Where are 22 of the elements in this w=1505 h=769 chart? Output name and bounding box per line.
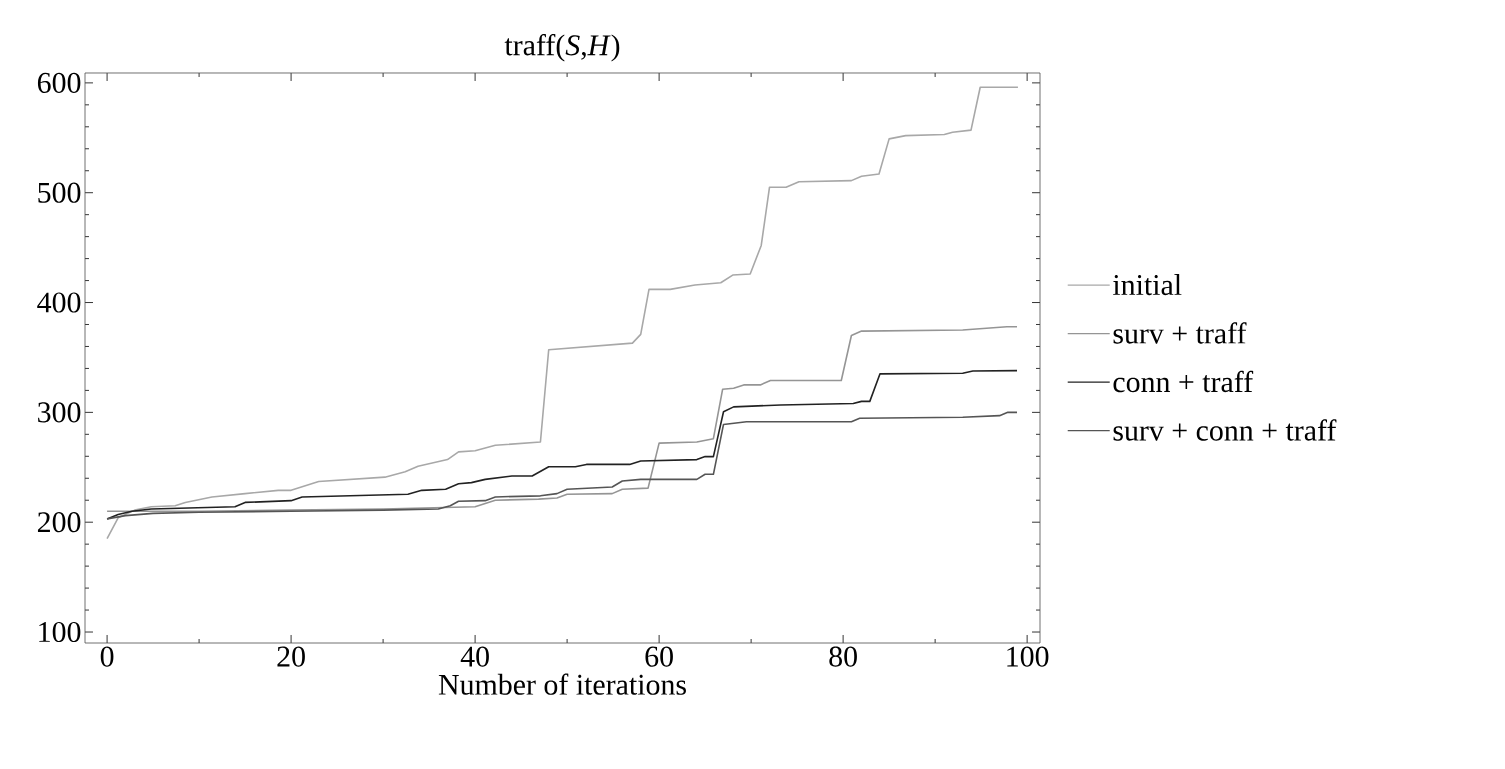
x-tick-label: 0	[100, 646, 114, 667]
line-series	[106, 86, 1019, 540]
x-tick-label: 40	[460, 646, 489, 667]
legend-label: conn + traff	[1113, 370, 1254, 393]
x-axis-title: Number of iterations	[438, 673, 686, 695]
line-series	[106, 325, 1018, 513]
legend-label: initial	[1112, 274, 1182, 296]
x-tick-label: 60	[645, 646, 673, 667]
line-series	[106, 411, 1018, 520]
y-tick-label: 500	[38, 182, 81, 203]
x-tick-label: 80	[829, 646, 857, 667]
line-series	[106, 369, 1018, 520]
y-tick-label: 300	[38, 402, 81, 423]
chart-title: traff(S,H)	[504, 34, 620, 62]
y-tick-label: 400	[37, 292, 81, 313]
y-tick-label: 600	[37, 72, 81, 93]
legend-label: surv + conn + traff	[1113, 419, 1337, 441]
y-tick-label: 200	[37, 512, 81, 533]
x-tick-label: 20	[277, 646, 305, 667]
y-tick-label: 100	[39, 621, 81, 643]
legend-label: surv + traff	[1113, 322, 1247, 344]
x-tick-label: 100	[1007, 646, 1049, 667]
